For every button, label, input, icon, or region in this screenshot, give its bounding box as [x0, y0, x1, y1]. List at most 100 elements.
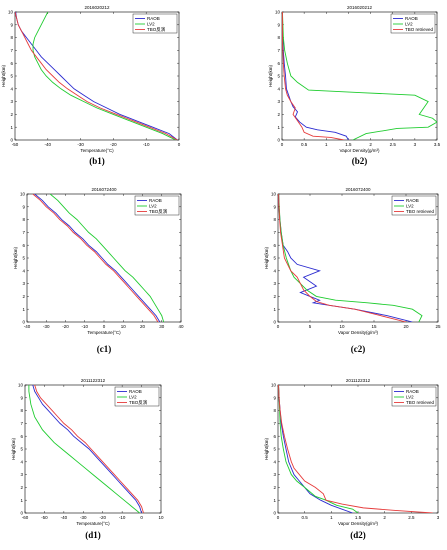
y-tick-label: 5 — [22, 256, 25, 261]
y-tick-label: 4 — [22, 268, 25, 273]
legend-label: RAOB — [405, 16, 418, 21]
chart-title: 2016072400 — [345, 187, 371, 192]
y-tick-label: 7 — [277, 48, 280, 53]
y-axis-label: Height(km) — [1, 65, 6, 88]
y-tick-label: 5 — [277, 74, 280, 79]
x-tick-label: 20 — [140, 324, 146, 329]
y-tick-label: 2 — [22, 294, 25, 299]
legend-label: RAOB — [147, 16, 160, 21]
series-line-tbo-retrieved — [282, 12, 345, 140]
y-tick-label: 9 — [273, 395, 276, 400]
y-tick-label: 6 — [277, 61, 280, 66]
y-tick-label: 10 — [8, 10, 14, 15]
y-tick-label: 9 — [273, 204, 276, 209]
series-line-lv2 — [28, 385, 140, 513]
y-tick-label: 2 — [273, 294, 276, 299]
y-tick-label: 7 — [273, 421, 276, 426]
x-tick-label: 0 — [103, 324, 106, 329]
x-tick-label: -30 — [77, 142, 84, 147]
y-tick-label: 8 — [277, 35, 280, 40]
y-tick-label: 1 — [273, 498, 276, 503]
x-tick-label: 0 — [281, 142, 284, 147]
legend-label: LV2 — [405, 22, 413, 27]
x-tick-label: 30 — [159, 324, 165, 329]
y-tick-label: 4 — [273, 459, 276, 464]
y-tick-label: 7 — [22, 230, 25, 235]
series-line-raob — [32, 385, 143, 513]
legend-label: RAOB — [406, 198, 419, 203]
legend-label: RAOB — [149, 198, 162, 203]
x-tick-label: -10 — [119, 515, 126, 520]
y-tick-label: 7 — [20, 421, 23, 426]
y-tick-label: 3 — [22, 281, 25, 286]
x-tick-label: 3.5 — [434, 142, 441, 147]
x-tick-label: -20 — [110, 142, 117, 147]
y-tick-label: 9 — [277, 22, 280, 27]
legend-label: LV2 — [147, 22, 155, 27]
legend-label: LV2 — [149, 204, 157, 209]
x-tick-label: 20 — [403, 324, 409, 329]
x-axis-label: Temperature(°C) — [87, 330, 121, 335]
y-tick-label: 2 — [10, 112, 13, 117]
x-tick-label: 0.5 — [302, 515, 309, 520]
y-tick-label: 4 — [273, 268, 276, 273]
y-tick-label: 2 — [277, 112, 280, 117]
x-tick-label: 1.5 — [355, 515, 362, 520]
x-tick-label: 15 — [371, 324, 377, 329]
x-tick-label: 3 — [414, 142, 417, 147]
legend-label: TBO反演 — [149, 208, 168, 215]
x-tick-label: 0 — [178, 142, 181, 147]
y-tick-label: 3 — [273, 281, 276, 286]
y-tick-label: 4 — [20, 459, 23, 464]
y-tick-label: 3 — [10, 99, 13, 104]
series-line-lv2 — [278, 385, 359, 513]
y-tick-label: 2 — [20, 485, 23, 490]
y-tick-label: 8 — [273, 408, 276, 413]
series-line-lv2 — [32, 12, 176, 140]
legend-label: LV2 — [406, 204, 414, 209]
plot-frame — [277, 384, 439, 514]
y-tick-label: 4 — [277, 86, 280, 91]
y-tick-label: 9 — [22, 204, 25, 209]
panel-caption: (b1) — [89, 156, 105, 166]
y-tick-label: 8 — [22, 217, 25, 222]
y-tick-label: 8 — [20, 408, 23, 413]
y-tick-label: 5 — [273, 256, 276, 261]
plot-frame — [281, 11, 438, 141]
x-tick-label: 2.5 — [408, 515, 415, 520]
series-line-lv2 — [49, 194, 165, 322]
y-tick-label: 0 — [277, 138, 280, 143]
x-tick-label: 25 — [435, 324, 441, 329]
y-tick-label: 1 — [20, 498, 23, 503]
x-tick-label: 2 — [383, 515, 386, 520]
x-tick-label: -30 — [43, 324, 50, 329]
plot-frame — [14, 11, 180, 141]
y-tick-label: 1 — [273, 307, 276, 312]
x-axis-label: Temperature(°C) — [80, 148, 114, 153]
legend-label: RAOB — [129, 389, 142, 394]
y-tick-label: 10 — [271, 383, 277, 388]
y-tick-label: 0 — [22, 320, 25, 325]
y-tick-label: 9 — [20, 395, 23, 400]
y-tick-label: 0 — [10, 138, 13, 143]
legend-label: TBO retrieved — [405, 27, 434, 32]
x-tick-label: 0 — [277, 515, 280, 520]
x-tick-label: 5 — [309, 324, 312, 329]
x-tick-label: 10 — [158, 515, 164, 520]
panel-caption: (d1) — [85, 530, 101, 540]
x-axis-label: Temperature(°C) — [76, 521, 110, 526]
series-line-tbo- — [34, 385, 144, 513]
x-tick-label: 0 — [277, 324, 280, 329]
y-axis-label: Height(km) — [11, 438, 16, 461]
x-axis-label: Vapor Density(g/m³) — [338, 330, 378, 335]
y-tick-label: 5 — [273, 447, 276, 452]
y-tick-label: 8 — [10, 35, 13, 40]
panel-caption: (c2) — [351, 344, 366, 354]
y-tick-label: 3 — [20, 472, 23, 477]
x-tick-label: 1.5 — [345, 142, 352, 147]
y-axis-label: Height(km) — [13, 247, 18, 270]
